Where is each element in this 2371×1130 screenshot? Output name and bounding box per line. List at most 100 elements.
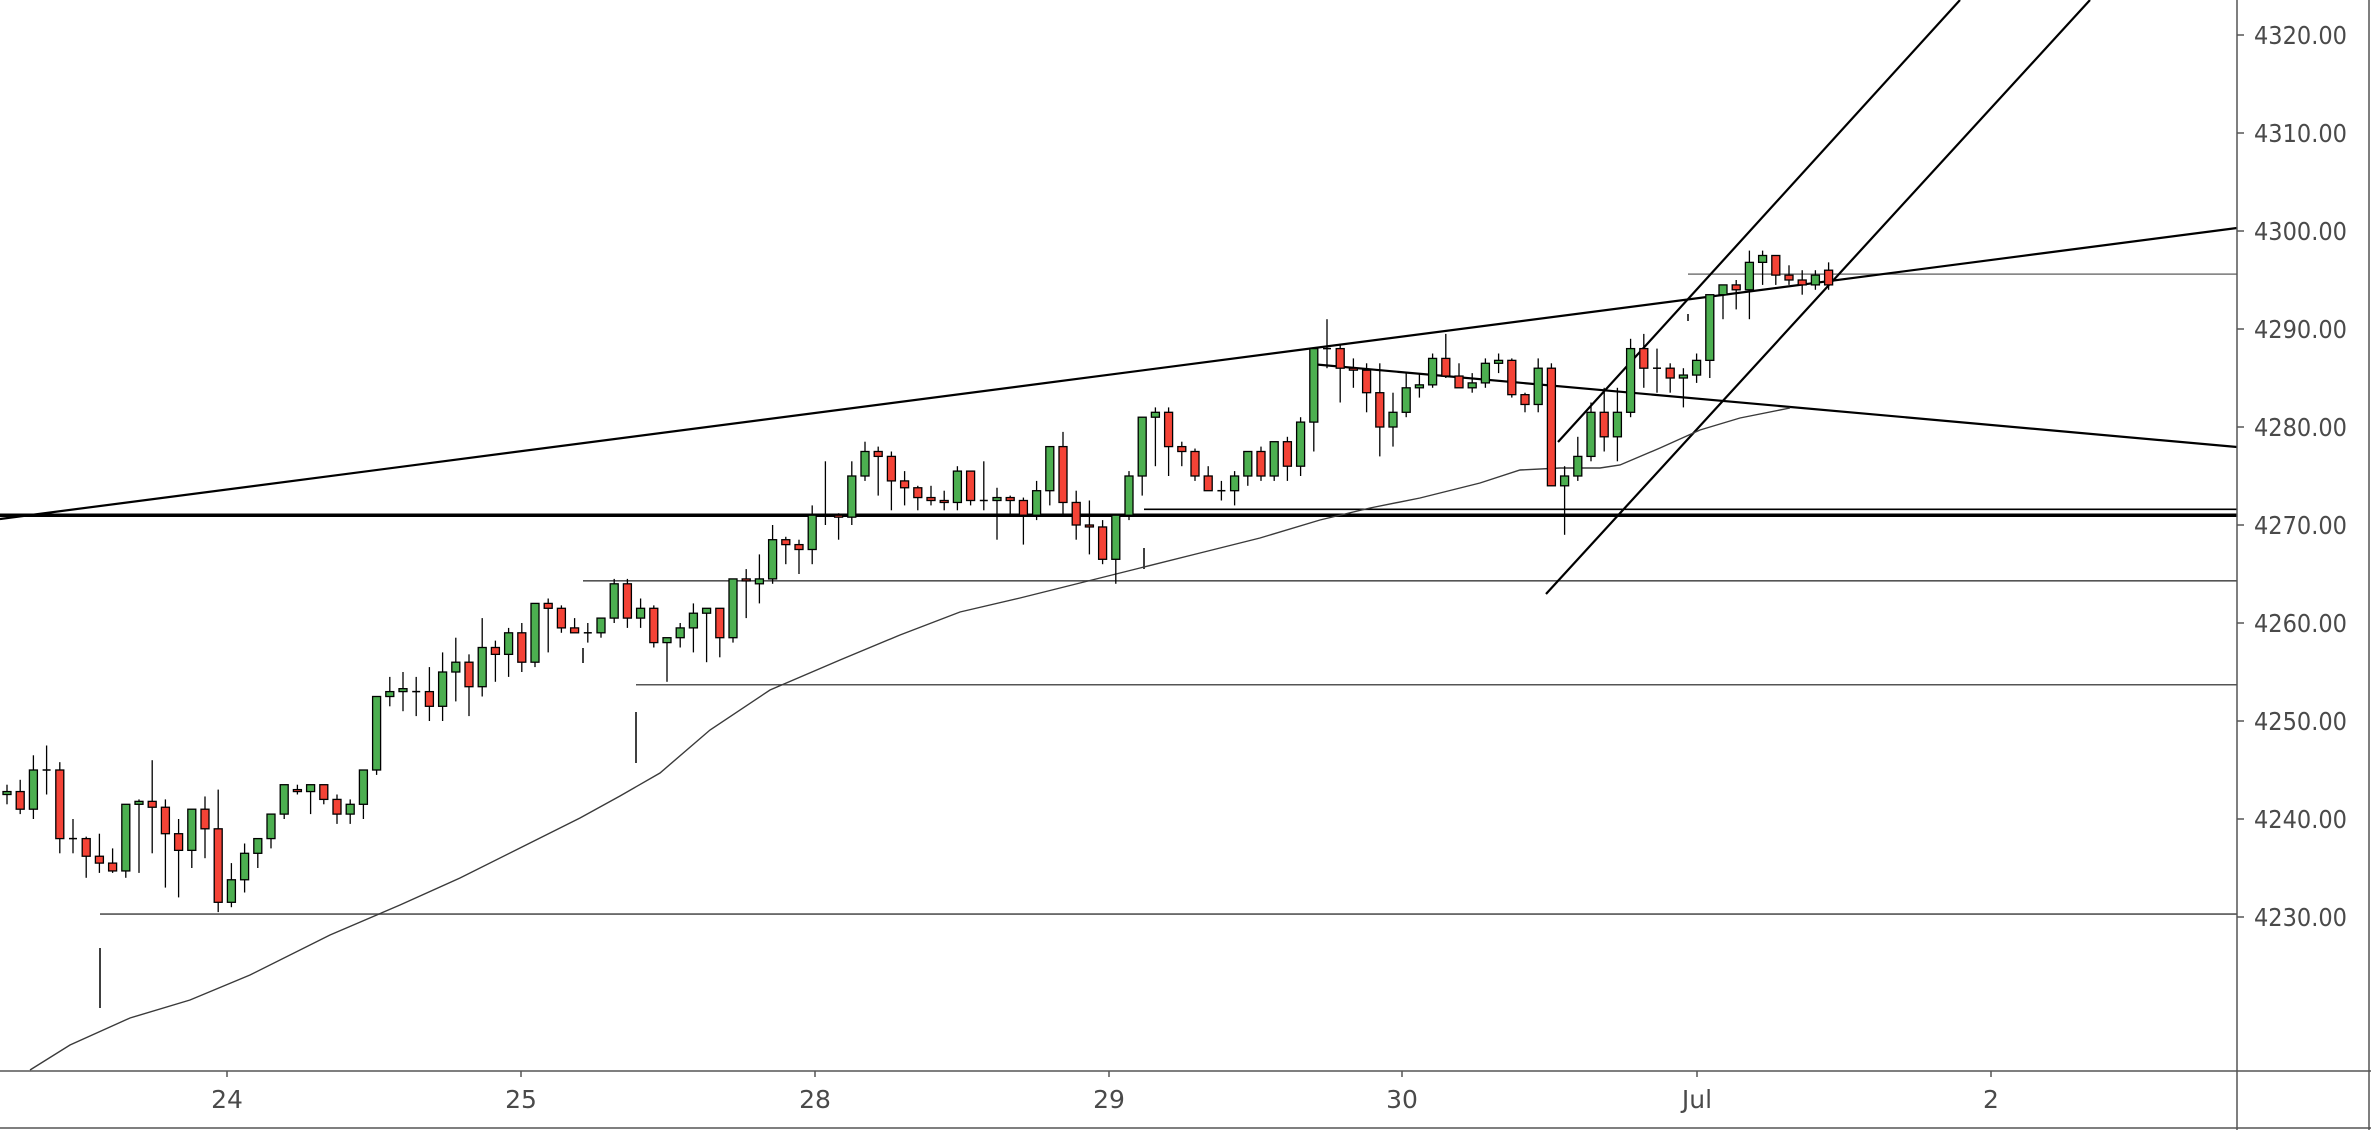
trendline-falling-resistance[interactable]: [1310, 362, 2238, 449]
candle-up: [1388, 392, 1398, 447]
candle-body: [1454, 375, 1464, 389]
time-tick-label: 24: [211, 1085, 243, 1114]
price-tick-label: 4290.00: [2254, 315, 2347, 344]
candle-down: [569, 618, 580, 634]
candle-down: [213, 789, 223, 913]
trendline-channel-upper[interactable]: [1557, 0, 1961, 443]
candle-down: [1771, 254, 1781, 285]
candle-body: [649, 607, 659, 644]
candle-body: [292, 788, 303, 793]
candle-down: [873, 446, 883, 496]
candle-body: [1573, 455, 1583, 477]
candle-up: [635, 598, 646, 628]
candle-up: [1573, 436, 1583, 481]
candle-down: [1058, 431, 1068, 516]
candle-body: [543, 602, 553, 609]
candle-down: [899, 471, 910, 506]
candle-body: [675, 627, 685, 639]
candle-down: [94, 833, 105, 873]
time-tick-label: 29: [1093, 1085, 1125, 1114]
drawings-layer[interactable]: [0, 0, 2238, 1008]
candle-up: [266, 813, 276, 849]
candle-down: [1256, 446, 1266, 481]
candle-up: [847, 461, 857, 525]
time-tick-label: 28: [799, 1085, 831, 1114]
candle-down: [886, 451, 897, 511]
candle-body: [1757, 254, 1768, 264]
candle-up: [675, 623, 685, 648]
candle-body: [1256, 450, 1266, 477]
candle-body: [741, 578, 751, 582]
candle-up: [371, 695, 382, 775]
candle-up: [1586, 402, 1596, 462]
price-tick-label: 4280.00: [2254, 413, 2347, 442]
candle-up: [1124, 471, 1134, 521]
candle-up: [688, 603, 699, 653]
candle-body: [1018, 499, 1029, 516]
candle-down: [292, 784, 303, 795]
candle-body: [609, 583, 619, 619]
candle-body: [28, 769, 39, 810]
price-axis[interactable]: 4320.00 4310.00 4300.00 4290.00 4280.00 4270.…: [2237, 21, 2347, 932]
candle-up: [1269, 441, 1279, 481]
candle-body: [1639, 347, 1649, 369]
candle-body: [1427, 357, 1438, 386]
candle-down: [490, 640, 501, 682]
candle-down: [833, 513, 844, 540]
time-tick-label: 25: [505, 1085, 537, 1114]
time-axis[interactable]: 24 25 28 29 30 Jul 2: [211, 1071, 1999, 1114]
candle-down: [319, 784, 329, 805]
candle-down: [1071, 490, 1081, 540]
candle-down: [1203, 466, 1213, 492]
candle-body: [556, 607, 567, 629]
candle-body: [490, 646, 501, 656]
candle-down: [913, 485, 923, 511]
candle-body: [939, 499, 949, 504]
candle-body: [517, 632, 527, 663]
candle-body: [173, 833, 184, 852]
candle-up: [992, 487, 1002, 540]
candle-up: [1480, 358, 1491, 388]
candle-up: [1467, 373, 1477, 393]
candle-body: [913, 487, 923, 499]
candle-body: [107, 862, 118, 872]
candle-body: [926, 496, 936, 502]
candle-body: [1665, 367, 1675, 379]
candle-down: [1797, 270, 1807, 295]
candle-body: [1771, 254, 1781, 276]
candle-body: [1507, 359, 1517, 396]
moving-average-line: [29, 407, 1791, 1071]
candle-body: [781, 539, 791, 546]
trendline-long-rising-resistance[interactable]: [0, 226, 2238, 521]
candle-body: [1031, 490, 1042, 516]
candle-body: [635, 607, 646, 619]
time-tick-label: 2: [1983, 1085, 1999, 1114]
candle-body: [952, 470, 963, 504]
candle-up: [530, 602, 540, 668]
candle-up: [1229, 471, 1240, 506]
candle-up: [1533, 358, 1543, 413]
candle-body: [319, 784, 329, 801]
candle-body: [1335, 347, 1345, 369]
candle-up: [226, 863, 237, 908]
candle-body: [715, 607, 725, 639]
candle-body: [424, 690, 435, 707]
candle-body: [728, 578, 738, 639]
candle-body: [1823, 269, 1834, 286]
candle-body: [622, 583, 633, 619]
candle-body: [2, 790, 12, 796]
candle-body: [860, 450, 870, 477]
candle-body: [1177, 445, 1187, 453]
candle-body: [200, 808, 210, 830]
candle-body: [279, 784, 289, 815]
candle-body: [833, 514, 844, 518]
candle-down: [55, 762, 65, 854]
price-tick-label: 4260.00: [2254, 609, 2347, 638]
trendline-channel-lower[interactable]: [1545, 0, 2091, 595]
candle-body: [596, 617, 606, 634]
candle-up: [1031, 480, 1042, 521]
candle-body: [754, 578, 765, 585]
candle-down: [1665, 363, 1675, 393]
